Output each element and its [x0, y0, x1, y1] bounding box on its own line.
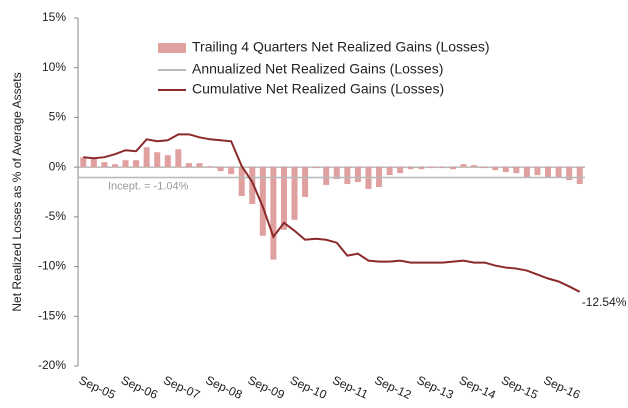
x-tick-label: Sep-07	[161, 373, 202, 402]
x-tick-label: Sep-10	[288, 373, 329, 402]
cumulative-line	[83, 133, 581, 293]
bar	[439, 167, 446, 169]
bar	[534, 167, 541, 176]
y-tick-label: -20%	[38, 358, 66, 372]
y-tick-label: 0%	[49, 159, 67, 173]
bar	[428, 167, 435, 169]
bar	[217, 167, 224, 172]
bar	[555, 167, 562, 179]
x-tick-label: Sep-08	[203, 373, 244, 402]
bar	[513, 167, 520, 174]
bar	[175, 149, 182, 168]
x-tick-label: Sep-15	[499, 373, 540, 402]
bar	[397, 167, 404, 174]
y-tick-label: 10%	[42, 60, 66, 74]
x-tick-label: Sep-09	[246, 373, 287, 402]
x-tick-label: Sep-14	[457, 373, 498, 402]
data-label: -12.54%	[582, 295, 627, 309]
bar	[523, 167, 530, 178]
bar	[207, 166, 214, 168]
bar	[460, 164, 467, 168]
bar	[344, 167, 351, 185]
y-axis-label: Net Realized Losses as % of Average Asse…	[10, 72, 24, 311]
y-tick-label: 5%	[49, 110, 67, 124]
bar	[111, 164, 118, 168]
bar	[323, 167, 330, 186]
bar	[407, 167, 414, 170]
bar	[270, 167, 277, 260]
legend-label: Annualized Net Realized Gains (Losses)	[192, 61, 443, 77]
x-tick-label: Sep-11	[330, 373, 370, 402]
bar	[418, 167, 425, 170]
x-tick-label: Sep-12	[372, 373, 413, 402]
bar	[101, 162, 108, 168]
bar	[259, 167, 266, 236]
legend-swatch	[158, 43, 186, 53]
bar	[90, 158, 97, 168]
bar	[471, 165, 478, 168]
x-tick-label: Sep-05	[77, 373, 118, 402]
bar	[280, 167, 287, 230]
x-tick-label: Sep-06	[119, 373, 160, 402]
bar	[449, 167, 456, 170]
bar	[576, 167, 583, 185]
bar	[143, 147, 150, 168]
bar	[312, 167, 319, 169]
legend-label: Cumulative Net Realized Gains (Losses)	[192, 81, 444, 97]
bar	[154, 152, 161, 168]
bar	[566, 167, 573, 181]
bar	[481, 167, 488, 169]
y-tick-label: -15%	[38, 308, 66, 322]
bar	[249, 167, 256, 204]
y-tick-label: 15%	[42, 10, 66, 24]
bar	[302, 167, 309, 197]
x-tick-label: Sep-13	[415, 373, 456, 402]
bar	[80, 157, 87, 168]
bar	[228, 167, 235, 175]
x-tick-label: Sep-16	[541, 373, 582, 402]
y-tick-label: -10%	[38, 259, 66, 273]
bar	[196, 163, 203, 168]
bar	[333, 167, 340, 180]
average-label: Incept. = -1.04%	[108, 180, 189, 192]
y-tick-label: -5%	[45, 209, 67, 223]
bar	[545, 167, 552, 178]
bar	[133, 160, 140, 168]
bar	[291, 167, 298, 220]
bar	[386, 167, 393, 176]
bar	[185, 163, 192, 168]
bar	[354, 167, 361, 183]
legend-label: Trailing 4 Quarters Net Realized Gains (…	[192, 39, 490, 55]
bar	[238, 167, 245, 196]
bar	[122, 160, 129, 168]
bar	[164, 155, 171, 168]
bar	[502, 167, 509, 173]
bar	[492, 167, 499, 171]
